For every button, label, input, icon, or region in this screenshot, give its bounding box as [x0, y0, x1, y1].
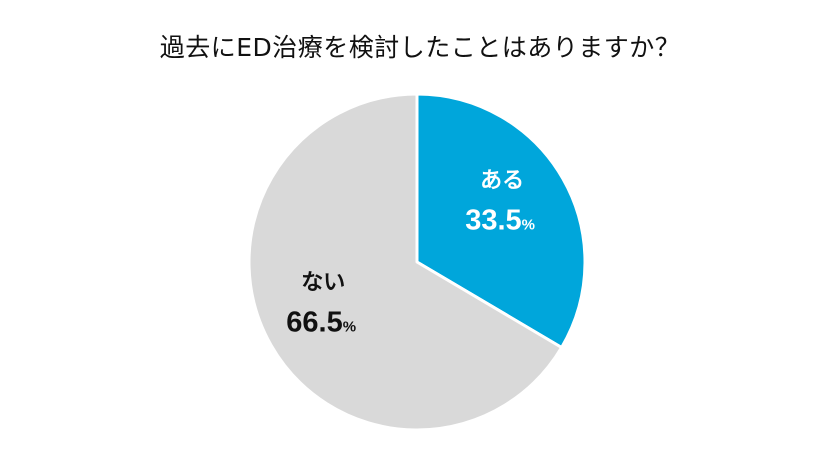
pie-labels: ある 33.5% ない 66.5% [286, 167, 535, 338]
label-aru-value: 33.5% [465, 204, 535, 236]
label-nai-category: ない [301, 270, 345, 295]
pie-slices [247, 92, 587, 432]
slice-aru [415, 92, 587, 350]
slice-nai [247, 92, 564, 432]
label-nai-value: 66.5% [286, 307, 356, 339]
chart-title: 過去にED治療を検討したことはありますか？ [159, 33, 681, 62]
label-aru-category: ある [480, 167, 524, 192]
